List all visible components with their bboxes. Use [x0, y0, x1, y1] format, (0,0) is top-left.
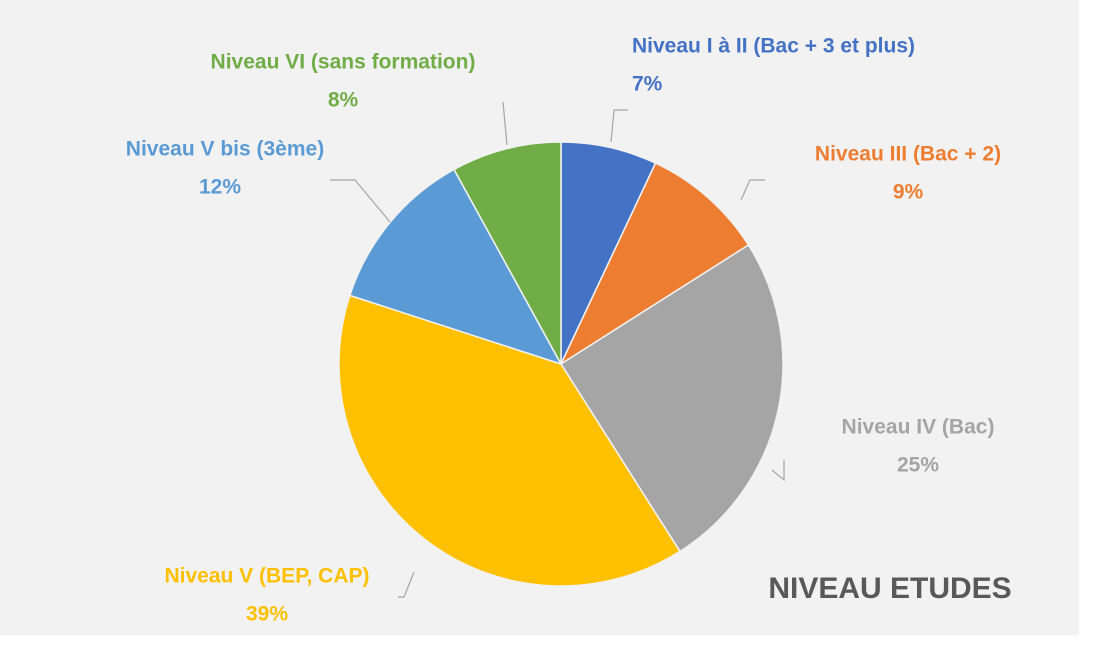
data-label-value: 39%: [246, 603, 288, 626]
data-label-value: 12%: [199, 176, 241, 199]
pie-slice: [453, 141, 562, 365]
data-label-name: Niveau III (Bac + 2): [815, 143, 1001, 166]
data-label-name: Niveau IV (Bac): [842, 416, 995, 439]
data-label-value: 7%: [632, 73, 663, 96]
pie-slice: [348, 168, 563, 366]
data-label-value: 25%: [897, 454, 939, 477]
data-label-name: Niveau V bis (3ème): [126, 138, 324, 161]
leader-line: [398, 571, 415, 598]
leader-line: [610, 109, 628, 143]
leader-line: [502, 101, 508, 146]
pie-slice: [338, 294, 681, 587]
data-label-name: Niveau VI (sans formation): [211, 51, 476, 74]
data-label-value: 9%: [893, 181, 924, 204]
leader-line: [740, 179, 765, 201]
pie-slice: [559, 244, 784, 553]
chart-title: NIVEAU ETUDES: [768, 572, 1011, 605]
pie-slice: [559, 162, 750, 367]
data-label-value: 8%: [328, 89, 359, 112]
data-label-name: Niveau I à II (Bac + 3 et plus): [632, 35, 915, 58]
data-label-name: Niveau V (BEP, CAP): [164, 565, 369, 588]
leader-line: [330, 179, 391, 223]
leader-line: [771, 460, 785, 482]
